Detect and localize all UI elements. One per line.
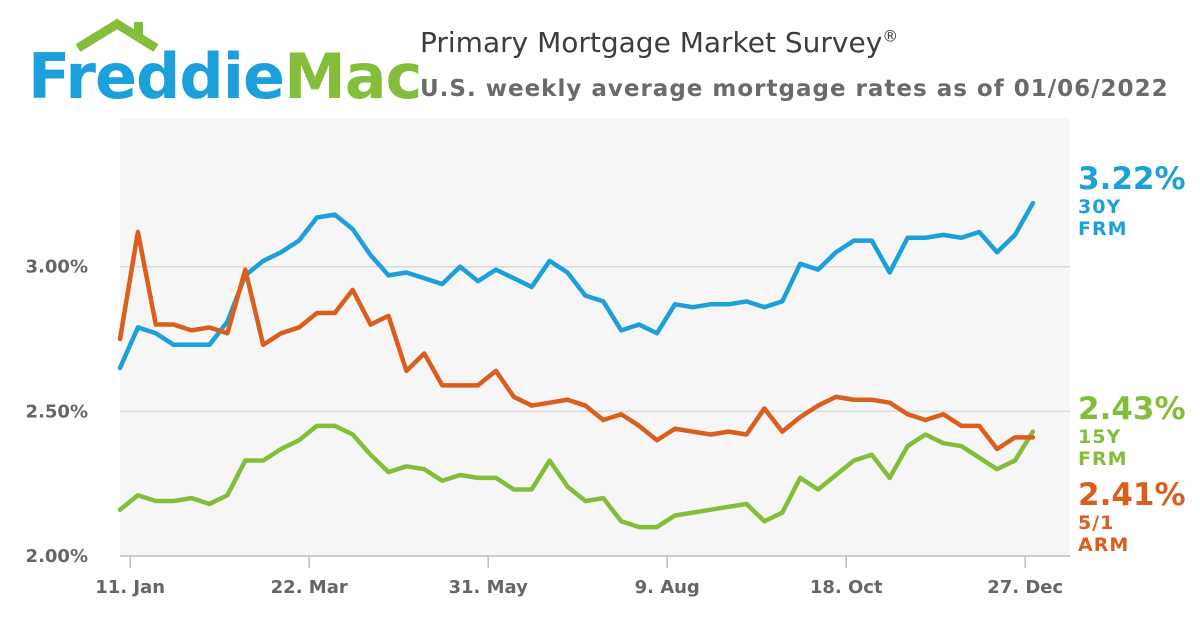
- series-line-15y-frm: [117, 423, 1036, 530]
- registered-mark: ®: [882, 26, 899, 46]
- legend-15y-frm-value: 2.43%: [1078, 391, 1186, 427]
- series-lines: [117, 200, 1036, 530]
- chart-title: Primary Mortgage Market Survey®: [420, 26, 898, 59]
- legend-5-1-arm-label: 5/1 ARM: [1078, 512, 1130, 556]
- y-tick-label: 2.00%: [26, 546, 88, 567]
- chart-subtitle: U.S. weekly average mortgage rates as of…: [420, 76, 1169, 102]
- legend-5-1-arm-value: 2.41%: [1078, 477, 1186, 513]
- logo-wordmark: FreddieMac: [28, 40, 422, 113]
- x-tick-label: 31. May: [448, 577, 528, 598]
- x-tick-label: 27. Dec: [987, 577, 1063, 598]
- legend-5-1-arm: 2.41% 5/1 ARM: [1078, 477, 1186, 556]
- axes: 2.00% 2.50% 3.00% 11. Jan 22. Mar 31. May 9. A…: [26, 257, 1070, 598]
- house-roof-icon: [75, 18, 159, 52]
- x-tick-label: 22. Mar: [271, 577, 348, 598]
- logo-word-mac: Mac: [284, 40, 422, 113]
- legend-15y-frm-label: 15Y FRM: [1078, 426, 1128, 470]
- legend-15y-frm: 2.43% 15Y FRM: [1078, 391, 1186, 470]
- legend-30y-frm-label: 30Y FRM: [1078, 196, 1128, 240]
- x-tick-label: 9. Aug: [635, 577, 700, 598]
- series-line-5-1-arm: [117, 229, 1036, 452]
- series-line-30y-frm: [117, 200, 1036, 371]
- legend-30y-frm: 3.22% 30Y FRM: [1078, 161, 1186, 240]
- y-tick-label: 2.50%: [26, 401, 88, 422]
- logo-word-freddie: Freddie: [28, 40, 285, 113]
- freddie-mac-logo: FreddieMac: [28, 18, 422, 112]
- y-tick-label: 3.00%: [26, 257, 88, 278]
- chart-title-text: Primary Mortgage Market Survey: [420, 26, 883, 59]
- x-tick-label: 11. Jan: [95, 577, 165, 598]
- legend-30y-frm-value: 3.22%: [1078, 161, 1186, 197]
- x-tick-label: 18. Oct: [810, 577, 883, 598]
